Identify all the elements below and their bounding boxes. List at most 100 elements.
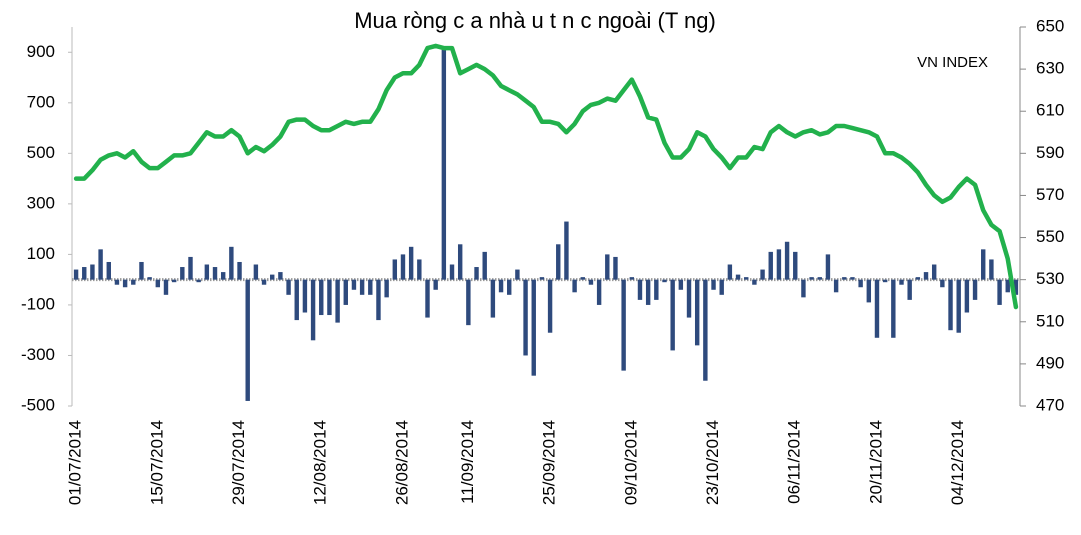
bar bbox=[662, 279, 667, 283]
bar bbox=[882, 279, 888, 283]
bar bbox=[343, 279, 348, 305]
y-tick-label: 700 bbox=[27, 92, 55, 111]
bar bbox=[776, 249, 782, 280]
bar bbox=[106, 261, 111, 280]
bar bbox=[817, 277, 822, 280]
bar bbox=[637, 279, 643, 300]
bar bbox=[523, 279, 528, 356]
bar bbox=[449, 264, 455, 280]
bar bbox=[981, 249, 986, 280]
y2-tick-label: 550 bbox=[1036, 227, 1064, 246]
y-tick-label: 300 bbox=[27, 193, 55, 212]
bar bbox=[989, 259, 994, 280]
x-tick-label: 25/09/2014 bbox=[540, 420, 559, 505]
legend-label: VN INDEX bbox=[917, 54, 988, 71]
bar bbox=[547, 279, 553, 333]
bar bbox=[580, 277, 585, 280]
bar bbox=[433, 279, 438, 290]
bar bbox=[915, 277, 921, 280]
bar bbox=[858, 279, 863, 288]
bar bbox=[384, 279, 389, 298]
bar bbox=[245, 279, 250, 401]
bar bbox=[1005, 279, 1010, 293]
y2-tick-label: 650 bbox=[1036, 16, 1064, 35]
bar bbox=[351, 279, 357, 290]
bar bbox=[621, 279, 626, 371]
bar bbox=[678, 279, 684, 290]
bar bbox=[253, 264, 259, 280]
bar bbox=[376, 279, 381, 321]
bar bbox=[539, 277, 545, 280]
bar bbox=[171, 279, 177, 283]
bar bbox=[923, 272, 929, 280]
bar bbox=[441, 49, 447, 280]
y2-tick-label: 510 bbox=[1036, 311, 1064, 330]
bar bbox=[335, 279, 340, 323]
bar bbox=[392, 259, 398, 280]
x-tick-label: 06/11/2014 bbox=[785, 420, 804, 504]
bar bbox=[735, 274, 741, 280]
bar bbox=[891, 279, 896, 338]
x-tick-label: 23/10/2014 bbox=[703, 420, 722, 505]
bar bbox=[866, 279, 872, 303]
bar bbox=[163, 279, 169, 295]
bar bbox=[645, 279, 651, 305]
bar bbox=[629, 277, 635, 280]
bar bbox=[139, 261, 144, 280]
y-tick-label: -300 bbox=[21, 345, 55, 364]
bar bbox=[703, 279, 708, 381]
bar bbox=[131, 279, 136, 285]
bar bbox=[204, 264, 210, 280]
bar bbox=[809, 277, 814, 280]
bar bbox=[270, 274, 275, 280]
bar bbox=[466, 279, 471, 326]
x-tick-label: 15/07/2014 bbox=[147, 420, 166, 505]
x-tick-label: 01/07/2014 bbox=[66, 420, 85, 505]
bar bbox=[752, 279, 757, 285]
bar bbox=[556, 244, 561, 280]
bar bbox=[760, 269, 765, 280]
bar bbox=[286, 279, 291, 295]
bar bbox=[515, 269, 520, 280]
bar bbox=[310, 279, 316, 341]
bar bbox=[425, 279, 430, 318]
bar bbox=[482, 251, 487, 280]
bar bbox=[188, 256, 193, 280]
y-tick-label: -500 bbox=[21, 395, 55, 414]
bar bbox=[531, 279, 536, 376]
y2-tick-label: 590 bbox=[1036, 143, 1064, 162]
bar bbox=[850, 277, 855, 280]
bar bbox=[507, 279, 512, 295]
x-tick-label: 20/11/2014 bbox=[866, 420, 885, 504]
bar bbox=[964, 279, 970, 313]
bar bbox=[711, 279, 716, 290]
x-tick-label: 04/12/2014 bbox=[948, 420, 967, 505]
chart-title: Mua ròng c a nhà u t n c ngoài (T ng) bbox=[354, 8, 716, 33]
bar bbox=[82, 267, 87, 280]
y2-tick-label: 470 bbox=[1036, 395, 1064, 414]
y2-tick-label: 630 bbox=[1036, 59, 1064, 78]
bar bbox=[196, 279, 201, 283]
bar bbox=[155, 279, 161, 288]
y-tick-label: 100 bbox=[27, 244, 55, 263]
bar bbox=[237, 261, 242, 280]
bar bbox=[997, 279, 1002, 305]
y2-tick-label: 530 bbox=[1036, 269, 1064, 288]
bar bbox=[359, 279, 365, 295]
x-tick-label: 26/08/2014 bbox=[392, 420, 411, 505]
bar bbox=[940, 279, 945, 288]
bar bbox=[498, 279, 504, 293]
y-tick-label: 500 bbox=[27, 143, 55, 162]
bar bbox=[931, 264, 937, 280]
bar bbox=[719, 279, 724, 295]
bar bbox=[212, 267, 218, 280]
bar bbox=[572, 279, 577, 293]
bar bbox=[417, 259, 422, 280]
x-tick-label: 12/08/2014 bbox=[311, 420, 330, 505]
bar bbox=[261, 279, 267, 285]
bar bbox=[474, 267, 479, 280]
bar bbox=[793, 251, 798, 280]
bar bbox=[956, 279, 961, 333]
bar bbox=[588, 279, 594, 285]
y2-tick-label: 610 bbox=[1036, 101, 1064, 120]
